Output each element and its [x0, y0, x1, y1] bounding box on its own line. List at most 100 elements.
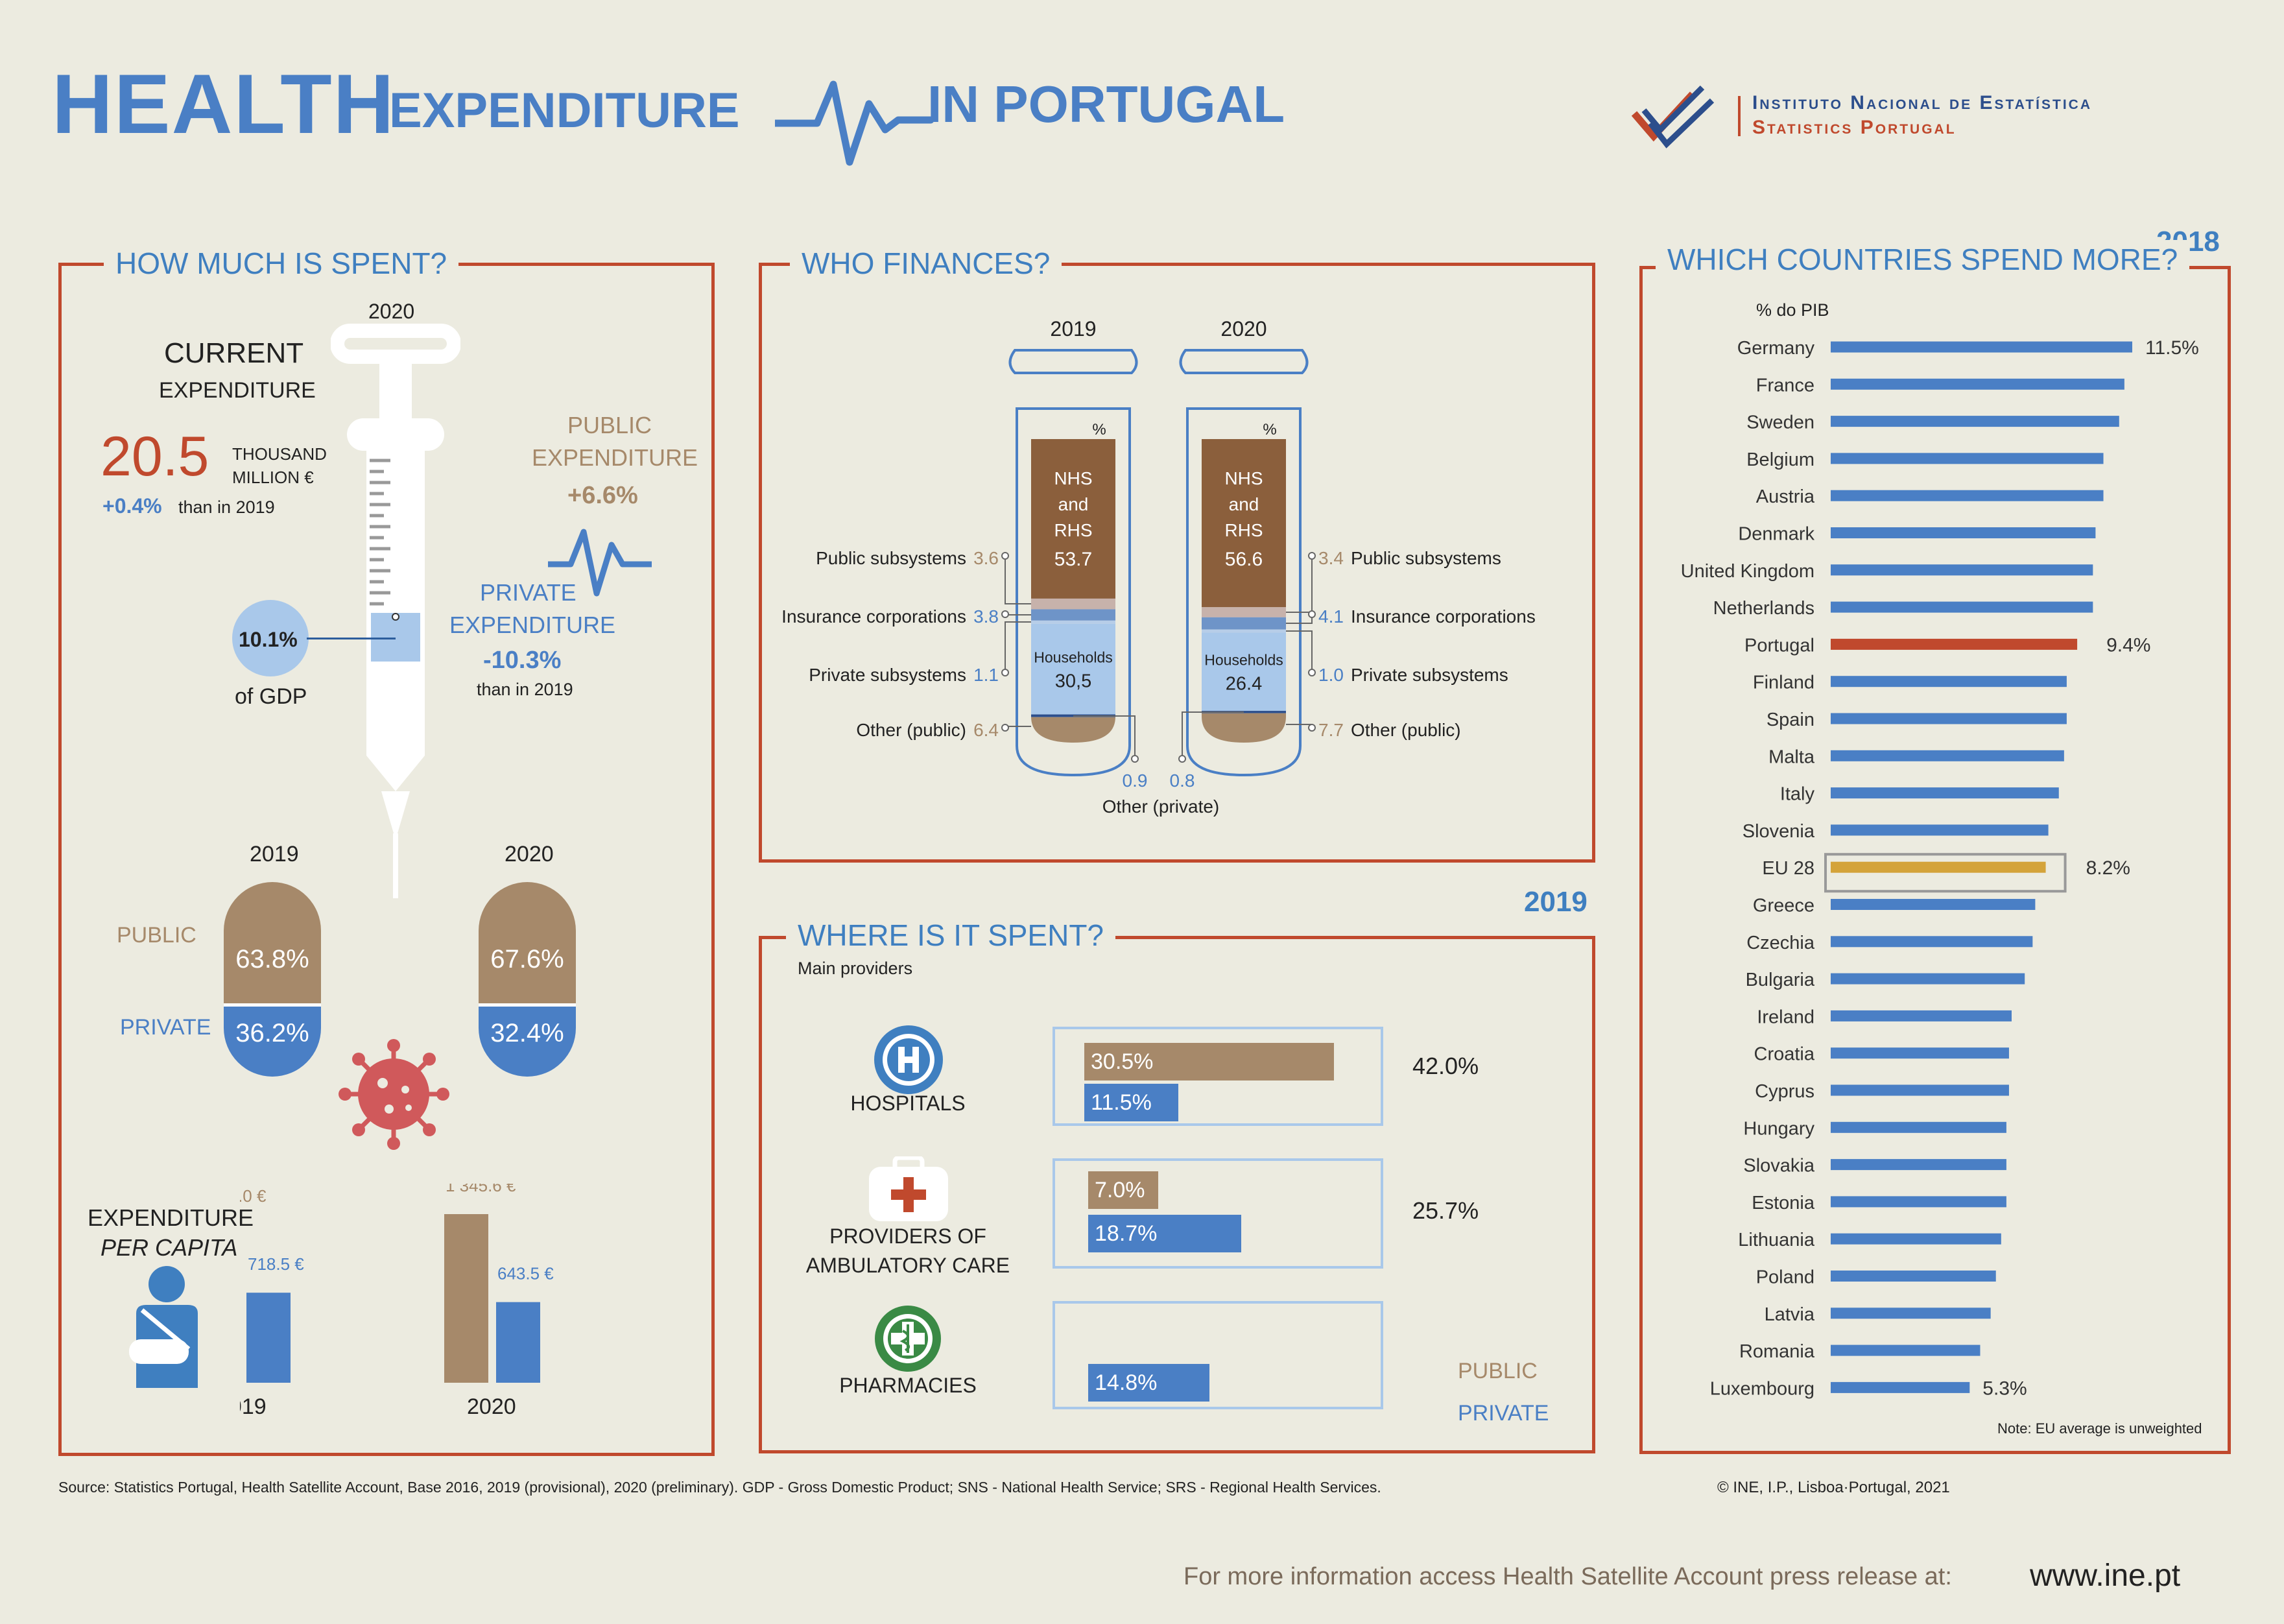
- country-label: Estonia: [1752, 1193, 1815, 1213]
- nhs-label: NHS: [1224, 468, 1263, 488]
- finance-label-public_subsystems: Public subsystems: [1351, 548, 1501, 568]
- legend-public: PUBLIC: [1458, 1359, 1538, 1383]
- households-label: Households: [1034, 649, 1112, 666]
- percap-year: 2020: [467, 1394, 516, 1419]
- country-label: Spain: [1767, 710, 1814, 730]
- title-in-portugal: IN PORTUGAL: [927, 75, 1285, 133]
- org-name: Instituto Nacional de Estatística: [1752, 92, 2093, 113]
- finance-value-public_subsystems: 3.6: [973, 548, 999, 568]
- country-bar: [1831, 787, 2059, 799]
- finance-label-other_public: Other (public): [856, 720, 966, 740]
- syringe-year: 2020: [368, 300, 415, 323]
- country-label: Malta: [1768, 746, 1815, 767]
- where-spent-title: WHERE IS IT SPENT?: [786, 916, 1116, 955]
- tube-segment-private_subsystems: [1202, 629, 1286, 633]
- gdp-circle: [232, 600, 309, 676]
- country-label: Netherlands: [1713, 598, 1814, 619]
- tube-outline: [1186, 407, 1302, 777]
- finances-test-tubes: 2019% NHS and RHS 53.7 Households 30,5 3.6 Publi…: [781, 317, 1536, 817]
- provider-total: 42.0%: [1412, 1053, 1479, 1079]
- country-label: Romania: [1739, 1341, 1815, 1362]
- country-label: Sweden: [1746, 412, 1814, 433]
- country-bar: [1831, 1381, 1970, 1393]
- nhs-value: 56.6: [1225, 549, 1263, 570]
- country-bar: [1831, 378, 2124, 390]
- country-bar: [1831, 824, 2049, 836]
- country-label: Finland: [1753, 673, 1814, 693]
- tube-segment-households: [1202, 632, 1286, 711]
- public-row-label: PUBLIC: [117, 923, 196, 948]
- finance-value-other_public: 6.4: [973, 720, 999, 740]
- pulse-icon: [775, 80, 934, 166]
- per-capita-label: EXPENDITURE: [88, 1204, 254, 1231]
- tube-segment-nhs: [1031, 439, 1115, 599]
- country-label: Croatia: [1754, 1044, 1815, 1065]
- finance-label-insurance: Insurance corporations: [781, 606, 966, 627]
- country-label: United Kingdom: [1681, 561, 1814, 582]
- country-label: Lithuania: [1738, 1230, 1815, 1250]
- medical-kit-icon: [869, 1156, 948, 1221]
- finance-value-insurance: 4.1: [1318, 606, 1344, 627]
- finance-label-private_subsystems: Private subsystems: [809, 665, 966, 685]
- finance-label-public_subsystems: Public subsystems: [816, 548, 966, 568]
- capsule-year-2020: 2020: [505, 842, 554, 866]
- public-exp-label: PUBLIC: [567, 412, 652, 438]
- finance-value-private_subsystems: 1.0: [1318, 665, 1344, 685]
- country-bar: [1831, 341, 2132, 353]
- capsule-2019: 63.8% 36.2%: [224, 882, 321, 1077]
- country-bar: [1831, 638, 2078, 650]
- nhs-label: RHS: [1054, 520, 1092, 540]
- ine-link[interactable]: www.ine.pt: [2030, 1558, 2181, 1593]
- percap-public-label: 1 345.6 €: [446, 1184, 516, 1195]
- country-label: Denmark: [1738, 524, 1814, 545]
- tube-segment-insurance: [1031, 609, 1115, 621]
- countries-bar-chart: Germany 11.5% France Sweden Belgium Austria De…: [1681, 337, 2199, 1399]
- country-label: EU 28: [1762, 858, 1814, 879]
- country-value-label: 11.5%: [2145, 337, 2199, 359]
- amount-unit: THOUSAND: [232, 444, 327, 464]
- tube-segment-other_public: [1202, 713, 1286, 743]
- provider-public-bar: 30.5%: [1084, 1043, 1334, 1081]
- tube-segment-nhs: [1202, 439, 1286, 608]
- nhs-label: and: [1058, 494, 1089, 514]
- tube-year: 2019: [1050, 317, 1096, 340]
- country-bar: [1831, 527, 2096, 538]
- capsule-private-value: 36.2%: [235, 1019, 309, 1047]
- provider-name-2: AMBULATORY CARE: [805, 1254, 1010, 1277]
- provider-total: 25.7%: [1412, 1197, 1479, 1224]
- provider-private-bar: 18.7%: [1088, 1215, 1242, 1252]
- percap-public-label: 1 264.0 €: [240, 1186, 267, 1206]
- country-bar: [1831, 1271, 1996, 1282]
- country-value-label: 5.3%: [1982, 1378, 2027, 1399]
- percap-public-bar-2020: [444, 1214, 488, 1383]
- country-bar: [1831, 601, 2093, 613]
- country-value-label: 8.2%: [2086, 857, 2130, 879]
- current-label-2: EXPENDITURE: [159, 378, 316, 403]
- tube-year: 2020: [1220, 317, 1267, 340]
- capsule-2020: 67.6% 32.4%: [479, 882, 576, 1077]
- provider-public-bar: 7.0%: [1088, 1171, 1158, 1209]
- tube-pct: %: [1092, 421, 1106, 438]
- country-label: Ireland: [1757, 1007, 1814, 1027]
- capsule-year-2019: 2019: [250, 842, 299, 866]
- logo-divider: [1738, 96, 1741, 136]
- country-bar: [1831, 453, 2104, 464]
- country-bar: [1831, 564, 2093, 576]
- country-bar: [1831, 676, 2067, 687]
- hospital-icon: [874, 1025, 943, 1094]
- tube-cap: [1179, 349, 1309, 374]
- finance-value-private_subsystems: 1.1: [973, 665, 999, 685]
- tube-segment-other_public: [1031, 717, 1115, 743]
- injured-person-icon: [129, 1266, 198, 1388]
- where-content: HOSPITALS 30.5% 11.5% 42.0% PROVIDERS OF AMBU…: [759, 936, 1595, 1453]
- other-private-value: 0.8: [1170, 770, 1195, 791]
- per-capita-chart: 1 264.0 € 718.5 € 2019 1 345.6 € 643.5 € 2020: [240, 1184, 554, 1419]
- title-health: HEALTH: [52, 56, 396, 151]
- where-subtitle: Main providers: [798, 959, 913, 978]
- small-pulse-icon: [548, 529, 652, 597]
- finance-value-public_subsystems: 3.4: [1318, 548, 1344, 568]
- capsule-public-part: [224, 882, 321, 1005]
- country-label: Slovenia: [1743, 821, 1815, 842]
- country-label: Germany: [1737, 338, 1815, 359]
- nhs-label: RHS: [1224, 520, 1263, 540]
